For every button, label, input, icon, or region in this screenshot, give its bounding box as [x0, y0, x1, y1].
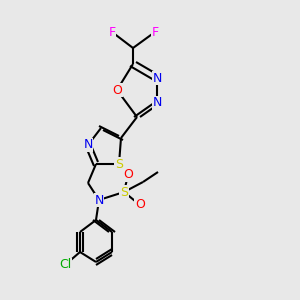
Text: F: F [152, 26, 159, 38]
Text: S: S [115, 158, 123, 170]
Text: F: F [108, 26, 116, 38]
Text: N: N [152, 97, 162, 110]
Text: N: N [152, 71, 162, 85]
Text: Cl: Cl [59, 259, 71, 272]
Text: O: O [112, 83, 122, 97]
Text: N: N [94, 194, 104, 206]
Text: O: O [135, 199, 145, 212]
Text: O: O [123, 169, 133, 182]
Text: S: S [120, 185, 128, 199]
Text: N: N [83, 139, 93, 152]
